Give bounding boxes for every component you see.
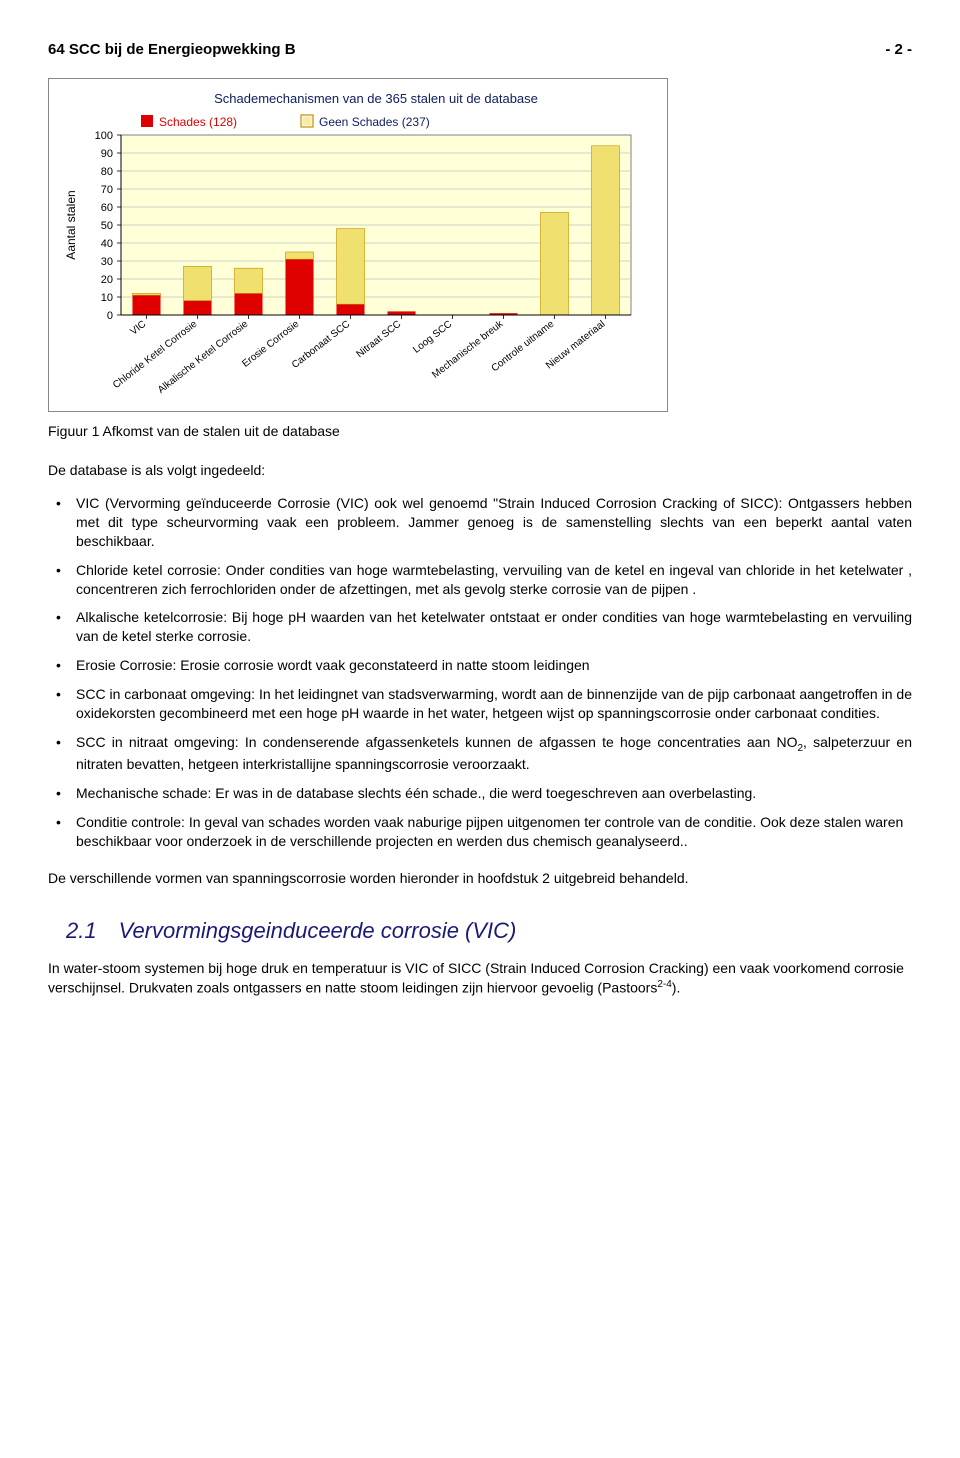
closing-post: ). bbox=[672, 980, 681, 996]
intro-text: De database is als volgt ingedeeld: bbox=[48, 461, 912, 480]
bullet-item: Alkalische ketelcorrosie: Bij hoge pH wa… bbox=[48, 608, 912, 646]
chart-container: Schademechanismen van de 365 stalen uit … bbox=[48, 78, 668, 412]
svg-text:Nitraat SCC: Nitraat SCC bbox=[355, 319, 404, 361]
bullet-item: Mechanische schade: Er was in de databas… bbox=[48, 784, 912, 803]
bullet-item: SCC in nitraat omgeving: In condenserend… bbox=[48, 733, 912, 774]
svg-text:90: 90 bbox=[101, 148, 113, 160]
svg-text:Chloride Ketel Corrosie: Chloride Ketel Corrosie bbox=[111, 319, 200, 392]
svg-text:Geen Schades (237): Geen Schades (237) bbox=[319, 115, 430, 129]
bullet-item: SCC in carbonaat omgeving: In het leidin… bbox=[48, 685, 912, 723]
svg-text:Aantal stalen: Aantal stalen bbox=[64, 191, 78, 260]
header-left: 64 SCC bij de Energieopwekking B bbox=[48, 40, 296, 60]
svg-text:50: 50 bbox=[101, 220, 113, 232]
svg-text:70: 70 bbox=[101, 184, 113, 196]
closing-sup: 2-4 bbox=[657, 979, 671, 990]
svg-text:Loog SCC: Loog SCC bbox=[411, 319, 454, 356]
svg-text:80: 80 bbox=[101, 166, 113, 178]
svg-text:10: 10 bbox=[101, 292, 113, 304]
bullet-item: Erosie Corrosie: Erosie corrosie wordt v… bbox=[48, 656, 912, 675]
closing-paragraph: In water-stoom systemen bij hoge druk en… bbox=[48, 959, 912, 997]
svg-text:100: 100 bbox=[95, 130, 113, 142]
para-after-bullets: De verschillende vormen van spanningscor… bbox=[48, 869, 912, 888]
page-header: 64 SCC bij de Energieopwekking B - 2 - bbox=[48, 40, 912, 60]
figure-caption: Figuur 1 Afkomst van de stalen uit de da… bbox=[48, 422, 912, 441]
bullet-item: Chloride ketel corrosie: Onder condities… bbox=[48, 561, 912, 599]
bar-chart: Schademechanismen van de 365 stalen uit … bbox=[59, 87, 659, 407]
section-title: Vervormingsgeinduceerde corrosie (VIC) bbox=[119, 918, 517, 943]
closing-pre: In water-stoom systemen bij hoge druk en… bbox=[48, 960, 904, 996]
svg-text:40: 40 bbox=[101, 238, 113, 250]
svg-text:Alkalische Ketel Corrosie: Alkalische Ketel Corrosie bbox=[156, 319, 251, 396]
svg-text:Schademechanismen van de 365 s: Schademechanismen van de 365 stalen uit … bbox=[214, 91, 538, 106]
svg-text:0: 0 bbox=[107, 310, 113, 322]
svg-text:30: 30 bbox=[101, 256, 113, 268]
bullet-item: Conditie controle: In geval van schades … bbox=[48, 813, 912, 851]
svg-text:VIC: VIC bbox=[128, 319, 148, 338]
svg-text:60: 60 bbox=[101, 202, 113, 214]
header-right: - 2 - bbox=[885, 40, 912, 60]
bullet-item: VIC (Vervorming geïnduceerde Corrosie (V… bbox=[48, 494, 912, 551]
svg-text:20: 20 bbox=[101, 274, 113, 286]
section-number: 2.1 bbox=[66, 918, 97, 943]
bullet-list: VIC (Vervorming geïnduceerde Corrosie (V… bbox=[48, 494, 912, 851]
svg-text:Schades (128): Schades (128) bbox=[159, 115, 237, 129]
section-heading: 2.1 Vervormingsgeinduceerde corrosie (VIC… bbox=[66, 916, 912, 946]
